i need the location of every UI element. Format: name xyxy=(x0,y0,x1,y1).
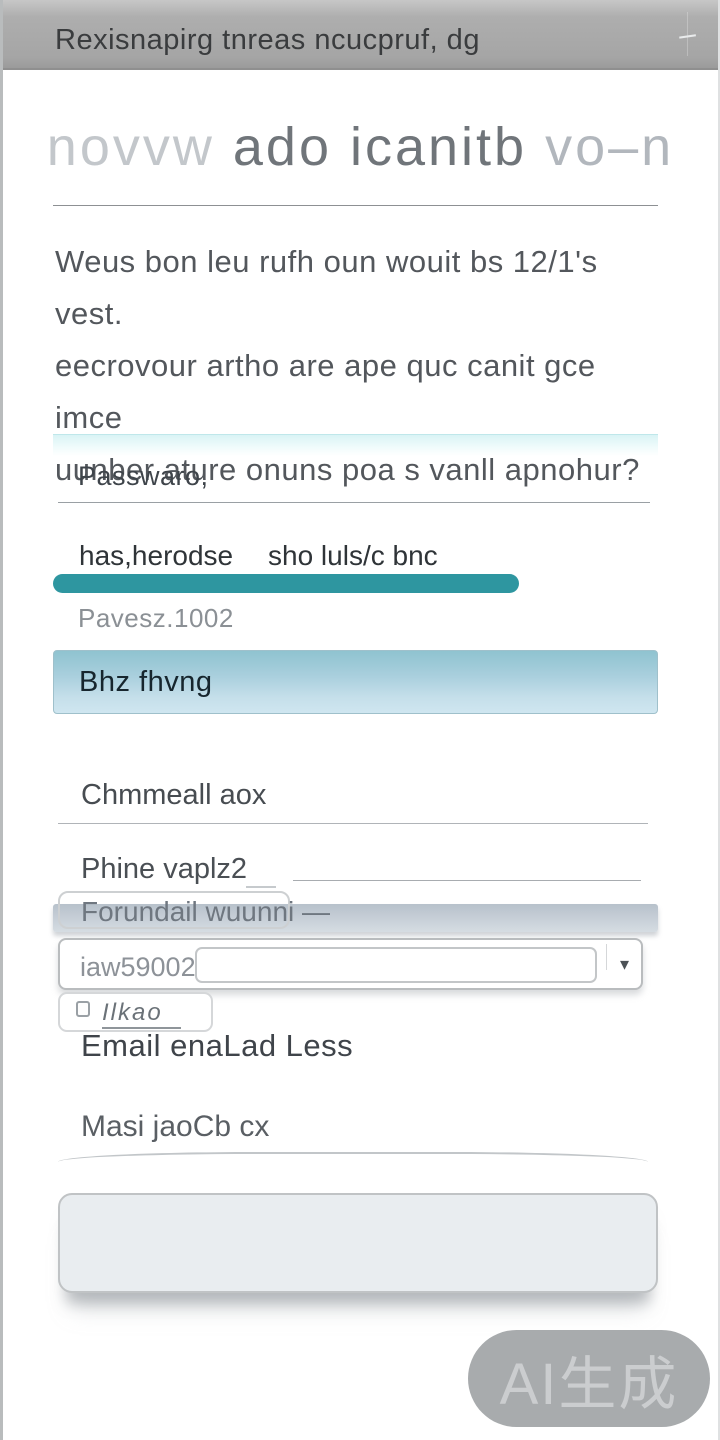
chevron-down-icon[interactable]: ▾ xyxy=(619,954,629,974)
primary-action-button[interactable]: Bhz fhvng xyxy=(53,650,658,714)
email-field-label: Email enaLad Less xyxy=(81,1028,354,1063)
checkbox-field[interactable]: Ilkao xyxy=(58,992,213,1032)
intro-line-3: uunber ature onuns poa s vanll apnohur? xyxy=(55,452,640,487)
window-title: Rexisnapirg tnreas ncucpruf, dg xyxy=(55,24,480,56)
empty-panel[interactable] xyxy=(58,1193,658,1293)
page-title-part3: vo–n xyxy=(527,117,675,177)
country-select-outline xyxy=(58,891,290,929)
titlebar: Rexisnapirg tnreas ncucpruf, dg – xyxy=(3,0,718,70)
ai-watermark-badge: AI生成 xyxy=(468,1330,710,1427)
combo-field-input[interactable] xyxy=(195,947,597,983)
mask-field-label: Masi jaoCb cx xyxy=(81,1110,270,1143)
combo-divider xyxy=(606,944,607,970)
password-strength-fill xyxy=(53,574,519,593)
password-field-highlight[interactable] xyxy=(53,434,658,456)
page-title-part2: ado icanitb xyxy=(232,117,528,177)
phone-field-input[interactable] xyxy=(293,880,641,881)
strength-caption: Pavesz.1002 xyxy=(78,603,234,633)
phone-field-tick xyxy=(246,886,276,888)
primary-action-label: Bhz fhvng xyxy=(79,665,213,698)
checkbox-icon[interactable] xyxy=(76,1001,90,1017)
page-title: novvw ado icanitb vo–n xyxy=(43,116,678,178)
phone-field-label: Phine vaplz2 xyxy=(81,853,248,885)
strength-label-left: has,herodse xyxy=(79,540,234,571)
strength-label-right: sho luls/c bnc xyxy=(268,540,438,571)
channel-field-input[interactable] xyxy=(58,823,648,824)
intro-paragraph: Weus bon leu rufh oun wouit bs 12/1's ve… xyxy=(55,236,665,496)
password-field-underline xyxy=(58,502,650,503)
checkbox-label: Ilkao xyxy=(102,999,181,1029)
ai-watermark-text: AI生成 xyxy=(499,1351,679,1417)
combo-field[interactable]: iaw59002 ▾ xyxy=(58,938,643,990)
country-select-label: Forundail wuunni — xyxy=(81,896,331,927)
channel-field-label: Chmmeall aox xyxy=(81,779,267,811)
minimize-icon[interactable]: – xyxy=(677,17,699,53)
intro-line-1: Weus bon leu rufh oun wouit bs 12/1's ve… xyxy=(55,244,598,331)
combo-field-label: iaw59002 xyxy=(80,952,196,982)
heading-divider xyxy=(53,205,658,206)
titlebar-divider xyxy=(687,12,688,56)
password-field-label: Passwaro, xyxy=(78,461,209,491)
password-strength-bar xyxy=(53,574,658,593)
mask-field-input[interactable] xyxy=(58,1152,648,1162)
page-title-part1: novvw xyxy=(46,117,233,177)
intro-line-2: eecrovour artho are ape quc canit gce im… xyxy=(55,348,596,435)
